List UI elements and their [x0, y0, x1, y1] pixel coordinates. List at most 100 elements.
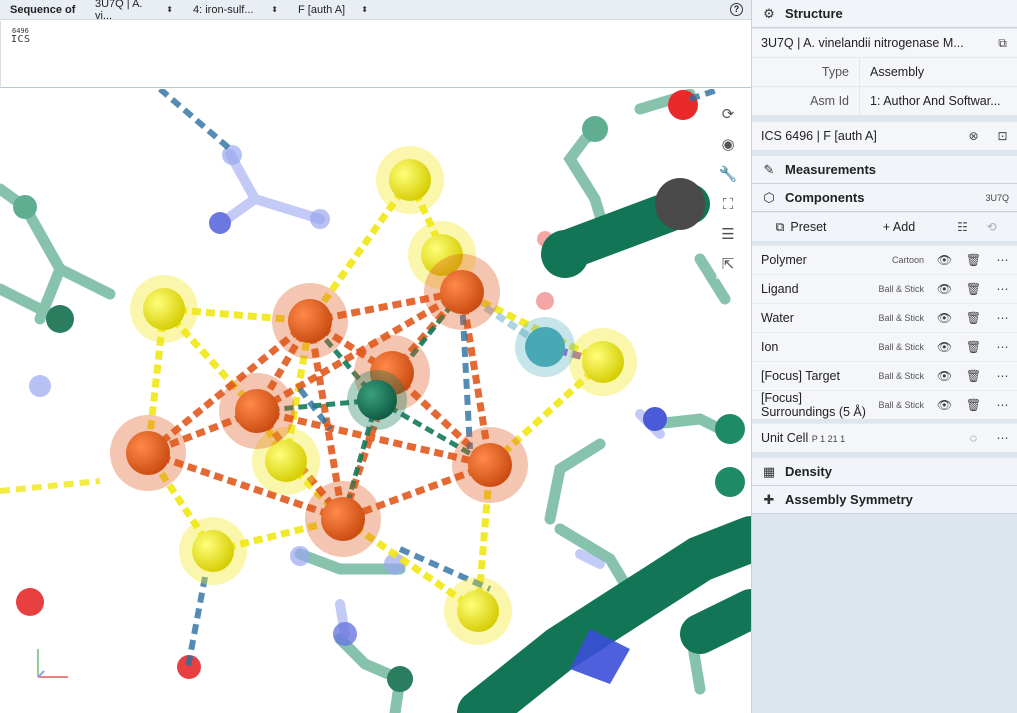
structure-selector[interactable]: 3U7Q | A. vi... ⬍	[95, 0, 173, 22]
interaction-bond	[161, 306, 260, 414]
clear-focus-icon[interactable]: ⊗	[968, 129, 979, 143]
representation-label[interactable]: Ball & Stick	[878, 313, 924, 323]
iron-atom[interactable]	[288, 299, 332, 343]
trash-icon[interactable]: 🗑	[965, 340, 982, 354]
preset-button[interactable]: ⧉ Preset	[775, 219, 827, 235]
options-icon[interactable]: ☷	[957, 220, 968, 234]
more-icon[interactable]: ⋯	[996, 311, 1009, 325]
focus-row[interactable]: ICS 6496 | F [auth A] ⊗ ⊡	[752, 121, 1017, 150]
residue-number: 6496	[12, 27, 29, 35]
interaction-bond	[460, 288, 605, 366]
asm-id-row: Asm Id 1: Author And Softwar...	[752, 86, 1017, 115]
representation-label[interactable]: Ball & Stick	[878, 284, 924, 294]
iron-atom[interactable]	[321, 497, 365, 541]
more-icon[interactable]: ⋯	[996, 431, 1009, 445]
iron-atom[interactable]	[440, 270, 484, 314]
pointer-icon[interactable]: ⇱	[716, 249, 740, 279]
iron-atom[interactable]	[126, 431, 170, 475]
eye-icon[interactable]: 👁	[936, 282, 953, 296]
components-section-header[interactable]: ⬡ Components 3U7Q	[752, 184, 1017, 212]
component-row[interactable]: [Focus] Target Ball & Stick 👁 🗑 ⋯	[752, 361, 1017, 390]
type-select[interactable]: Assembly	[859, 58, 1017, 86]
hidden-eye-icon[interactable]: ◌	[969, 431, 978, 445]
bookmark-icon[interactable]: ⧉	[998, 35, 1007, 50]
space-group: P 1 21 1	[811, 434, 846, 444]
iron-atom[interactable]	[468, 443, 512, 487]
interaction-bond	[144, 308, 168, 454]
representation-label[interactable]: Ball & Stick	[878, 371, 924, 381]
control-panel: ⚙ Structure 3U7Q | A. vinelandii nitroge…	[751, 0, 1017, 713]
eye-icon[interactable]: 👁	[936, 369, 953, 383]
viewport-toolbar: ⟳ ◉ 🔧 ⛶ ☰ ⇱	[716, 99, 740, 279]
reset-view-icon[interactable]: ⟳	[716, 99, 740, 129]
trash-icon[interactable]: 🗑	[965, 253, 982, 267]
sulfur-atom[interactable]	[143, 288, 185, 330]
sliders-icon[interactable]: ☰	[716, 219, 740, 249]
interaction-bond	[375, 397, 492, 468]
sulfur-atom[interactable]	[192, 530, 234, 572]
wrench-icon[interactable]: 🔧	[716, 159, 740, 189]
focus-label: ICS 6496 | F [auth A]	[761, 129, 877, 143]
interaction-bond	[158, 89, 232, 152]
interaction-bond	[389, 370, 493, 468]
sulfur-atom[interactable]	[389, 159, 431, 201]
center-focus-icon[interactable]: ⊡	[997, 129, 1008, 143]
carbon-atom[interactable]	[357, 380, 397, 420]
entity-selector[interactable]: 4: iron-sulf... ⬍	[193, 3, 278, 16]
unit-cell-row[interactable]: Unit Cell P 1 21 1 ◌ ⋯	[752, 423, 1017, 452]
interaction-bond	[297, 387, 333, 431]
more-icon[interactable]: ⋯	[996, 282, 1009, 296]
representation-label[interactable]: Cartoon	[891, 255, 924, 265]
eye-icon[interactable]: 👁	[936, 398, 953, 412]
sulfur-atom[interactable]	[457, 590, 499, 632]
iron-atom[interactable]	[235, 389, 279, 433]
more-icon[interactable]: ⋯	[996, 340, 1009, 354]
more-icon[interactable]: ⋯	[996, 398, 1009, 412]
interaction-bond	[458, 291, 494, 466]
history-icon[interactable]: ⟲	[986, 220, 997, 234]
trash-icon[interactable]: 🗑	[965, 369, 982, 383]
sulfur-atom[interactable]	[265, 440, 307, 482]
interaction-bond	[459, 298, 473, 450]
asm-id-label: Asm Id	[810, 94, 849, 108]
density-section-header[interactable]: ▦ Density	[752, 458, 1017, 486]
sequence-header: Sequence of 3U7Q | A. vi... ⬍ 4: iron-sul…	[0, 0, 751, 22]
more-icon[interactable]: ⋯	[996, 253, 1009, 267]
interaction-bond	[487, 359, 606, 468]
structure-entry[interactable]: 3U7Q | A. vinelandii nitrogenase M...	[761, 36, 964, 50]
chevron-icon: ⬍	[166, 5, 173, 14]
ion-atom[interactable]	[525, 327, 565, 367]
sequence-area[interactable]: 6496 ICS	[0, 21, 751, 88]
structure-entry-row[interactable]: 3U7Q | A. vinelandii nitrogenase M... ⧉	[752, 28, 1017, 57]
eye-icon[interactable]: 👁	[936, 311, 953, 325]
trash-icon[interactable]: 🗑	[965, 398, 982, 412]
sulfur-atom[interactable]	[421, 234, 463, 276]
component-row[interactable]: Ligand Ball & Stick 👁 🗑 ⋯	[752, 274, 1017, 303]
component-row[interactable]: Ion Ball & Stick 👁 🗑 ⋯	[752, 332, 1017, 361]
representation-label[interactable]: Ball & Stick	[878, 400, 924, 410]
sulfur-atom[interactable]	[582, 341, 624, 383]
measurements-section-header[interactable]: ✎ Measurements	[752, 156, 1017, 184]
asm-id-select[interactable]: 1: Author And Softwar...	[859, 87, 1017, 115]
components-list: Polymer Cartoon 👁 🗑 ⋯ Ligand Ball & Stick 👁 🗑 ⋯ Wa…	[752, 245, 1017, 419]
trash-icon[interactable]: 🗑	[965, 311, 982, 325]
assembly-symmetry-section-header[interactable]: ✚ Assembly Symmetry	[752, 486, 1017, 514]
add-button[interactable]: + Add	[882, 220, 916, 234]
eye-icon[interactable]: 👁	[936, 253, 953, 267]
type-label: Type	[821, 65, 849, 79]
chain-selector[interactable]: F [auth A] ⬍	[298, 3, 368, 16]
residue-code[interactable]: ICS	[11, 34, 31, 45]
component-row[interactable]: [Focus] Surroundings (5 Å) Ball & Stick 👁 🗑…	[752, 390, 1017, 419]
trash-icon[interactable]: 🗑	[965, 282, 982, 296]
eye-icon[interactable]: 👁	[936, 340, 953, 354]
representation-label[interactable]: Ball & Stick	[878, 342, 924, 352]
interaction-bond	[256, 407, 491, 469]
expand-icon[interactable]: ⛶	[716, 189, 740, 219]
component-row[interactable]: Water Ball & Stick 👁 🗑 ⋯	[752, 303, 1017, 332]
structure-section-header[interactable]: ⚙ Structure	[752, 0, 1017, 28]
help-icon[interactable]: ?	[730, 3, 743, 16]
spin-icon[interactable]: ◉	[716, 129, 740, 159]
more-icon[interactable]: ⋯	[996, 369, 1009, 383]
component-row[interactable]: Polymer Cartoon 👁 🗑 ⋯	[752, 245, 1017, 274]
3d-viewport[interactable]: ⟳ ◉ 🔧 ⛶ ☰ ⇱	[0, 89, 751, 713]
